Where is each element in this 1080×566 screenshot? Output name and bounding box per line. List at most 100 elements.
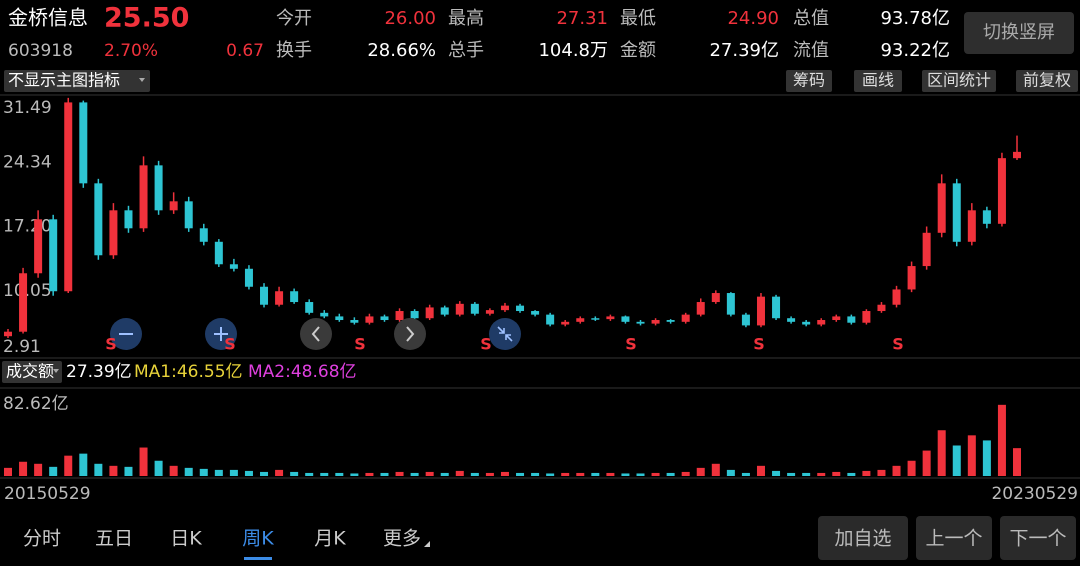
tab[interactable]: 月K	[314, 528, 346, 550]
candle-body	[94, 183, 103, 256]
candle-body	[711, 293, 720, 303]
candle-body	[892, 289, 901, 305]
toolbar-label: 画线	[862, 71, 894, 90]
volume-bar	[832, 471, 841, 476]
field-value: 104.8万	[538, 40, 608, 61]
field-label: 最高	[448, 8, 484, 29]
field-label: 金额	[620, 40, 656, 61]
y-tick-label: 2.91	[3, 337, 41, 357]
volume-bar	[500, 471, 509, 476]
candle-body	[666, 320, 675, 322]
signal: S	[753, 335, 765, 354]
candle-body	[34, 219, 43, 274]
indicator-select[interactable]	[4, 70, 150, 92]
candle-body	[606, 316, 615, 320]
candle-body	[244, 268, 253, 287]
volume-bar	[576, 472, 585, 476]
candle-body	[832, 316, 841, 321]
toolbar-button[interactable]	[854, 70, 902, 92]
y-tick-label: 31.49	[3, 98, 52, 118]
stock-code: 603918	[8, 41, 73, 61]
volume-bar	[64, 455, 73, 476]
field-label: 换手	[276, 40, 312, 61]
field-value: 27.31	[556, 8, 608, 29]
toolbar-button[interactable]	[922, 70, 996, 92]
volume-bar	[621, 473, 630, 476]
candle-body	[651, 320, 660, 324]
volume-bar	[94, 463, 103, 476]
candle-body	[817, 320, 826, 325]
volume-label: 成交额	[6, 362, 54, 381]
field-label: 最低	[620, 8, 656, 29]
y-tick-label: 82.62亿	[3, 394, 69, 414]
volume-bar	[290, 471, 299, 476]
candle-body	[847, 316, 856, 323]
volume-select[interactable]	[2, 361, 62, 383]
volume-bar	[847, 472, 856, 476]
volume-bar	[335, 472, 344, 476]
candle-body	[561, 321, 570, 325]
candle-body	[79, 102, 88, 184]
candle-body	[877, 304, 886, 312]
candle-body	[500, 305, 509, 311]
volume-bar	[726, 469, 735, 476]
shrink[interactable]	[489, 318, 521, 350]
volume-bar	[651, 472, 660, 476]
action-button[interactable]	[818, 516, 908, 560]
action-button[interactable]	[1000, 516, 1076, 560]
toolbar-label: 区间统计	[927, 71, 991, 90]
scroll-right[interactable]	[394, 318, 426, 350]
volume-bar	[591, 472, 600, 476]
action-button[interactable]	[916, 516, 992, 560]
volume-bar	[425, 471, 434, 476]
x-date-end: 20230529	[991, 484, 1078, 504]
toolbar-button[interactable]	[1016, 70, 1078, 92]
volume-bar	[410, 472, 419, 476]
action-label: 加自选	[834, 528, 891, 550]
field-value: 26.00	[384, 8, 436, 29]
volume-bar	[636, 473, 645, 476]
icon	[497, 326, 513, 342]
orientation-button[interactable]	[964, 12, 1074, 54]
volume-bar	[606, 472, 615, 476]
action-label: 下一个	[1009, 528, 1066, 550]
candle-body	[169, 201, 178, 211]
candle-body	[516, 305, 525, 312]
candle-body	[982, 210, 991, 224]
volume-bar	[1013, 448, 1021, 476]
candle-body	[410, 311, 419, 319]
candle-body	[425, 307, 434, 319]
candle-body	[907, 266, 916, 290]
volume-bar	[681, 471, 690, 476]
x-date-start: 20150529	[4, 484, 91, 504]
candle-body	[199, 228, 208, 242]
candle-body	[591, 318, 600, 320]
tab[interactable]: 周K	[242, 528, 274, 550]
candle-body	[139, 165, 148, 229]
volume-bar	[455, 470, 464, 476]
volume-bar	[124, 466, 133, 476]
scroll-left[interactable]	[300, 318, 332, 350]
volume-bar	[666, 472, 675, 476]
field-value: 93.22亿	[880, 40, 950, 61]
tab[interactable]: 五日	[95, 528, 133, 550]
signal: S	[480, 335, 492, 354]
volume-bar	[154, 460, 163, 476]
volume-bar	[982, 440, 991, 476]
tab-underline	[244, 557, 272, 560]
toolbar-button[interactable]	[786, 70, 832, 92]
tab[interactable]: 日K	[170, 528, 202, 550]
volume-value: 27.39亿	[66, 362, 132, 382]
candle-body	[787, 318, 796, 322]
tab[interactable]: 分时	[23, 528, 61, 550]
dropdown-arrow	[53, 369, 59, 373]
candle-body	[380, 316, 389, 321]
candle-body	[109, 210, 118, 256]
volume-bar	[320, 472, 329, 476]
volume-bar	[350, 473, 359, 476]
field-label: 总值	[793, 8, 829, 29]
tab[interactable]: 更多	[383, 528, 421, 550]
candle-body	[696, 302, 705, 315]
